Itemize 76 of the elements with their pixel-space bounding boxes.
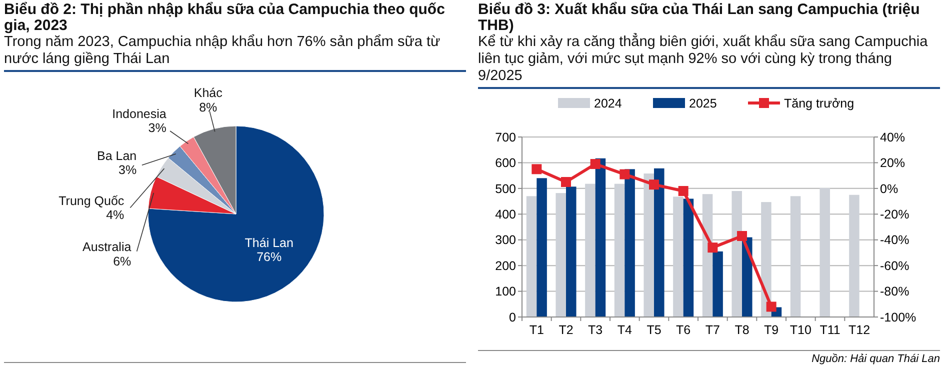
y2-tick-label: 0% (880, 182, 898, 196)
point (620, 169, 630, 180)
bar (566, 186, 576, 317)
y2-tick-label: -40% (880, 233, 910, 248)
slice-label: Indonesia (112, 106, 166, 121)
point (561, 177, 571, 187)
point (737, 231, 747, 241)
legend-label: Tăng trưởng (784, 96, 854, 110)
y2-tick-label: 20% (880, 156, 906, 170)
y-tick-label: 400 (495, 208, 516, 222)
slice-label: Trung Quốc (58, 194, 124, 208)
bar (536, 178, 547, 317)
y-tick-label: 100 (495, 284, 516, 299)
x-tick-label: T6 (676, 323, 691, 337)
slice-label: Thái Lan (244, 236, 294, 250)
y2-tick-label: -20% (880, 208, 910, 222)
y-tick-label: 500 (495, 182, 516, 196)
x-tick-label: T11 (820, 323, 840, 337)
bar (624, 169, 635, 317)
bar (761, 202, 772, 317)
bar (849, 194, 860, 317)
y2-tick-label: 40% (880, 130, 906, 144)
legend-label: 2024 (594, 96, 622, 110)
slice-label: Australia (82, 240, 132, 254)
data-label: 4% (106, 208, 124, 222)
point (590, 159, 600, 169)
x-tick-label: T7 (705, 323, 720, 337)
bar (556, 193, 566, 317)
bar (712, 251, 723, 317)
y2-tick-label: -60% (880, 258, 910, 273)
data-label: 3% (148, 121, 166, 136)
point (708, 242, 718, 253)
y-tick-label: 0 (509, 310, 516, 324)
bar (742, 237, 752, 317)
x-tick-label: T4 (617, 323, 632, 337)
bar (595, 158, 606, 317)
chart-title: Biểu đồ 2: Thị phần nhập khẩu sữa của Campuchia theo quốc gia, 2023 (4, 1, 446, 34)
bar (673, 196, 684, 317)
bar (820, 188, 830, 317)
bar (683, 198, 694, 317)
x-tick-label: T3 (588, 323, 603, 337)
data-label: 6% (113, 254, 132, 268)
x-tick-label: T10 (790, 323, 812, 337)
y-tick-label: 600 (495, 156, 516, 170)
y-tick-label: 700 (495, 130, 516, 144)
data-label: 8% (199, 100, 218, 114)
point (678, 186, 688, 196)
x-tick-label: T1 (529, 323, 544, 337)
bar (732, 191, 742, 317)
bar (585, 184, 596, 317)
x-tick-label: T12 (848, 323, 870, 337)
text: Nguồn: Hải quan Thái Lan (812, 353, 940, 365)
slice-label: Ba Lan (97, 148, 137, 163)
y-tick-label: 200 (495, 258, 516, 273)
legend-label: 2025 (689, 96, 717, 110)
point (532, 164, 542, 174)
bar (790, 196, 801, 317)
x-tick-label: T9 (764, 323, 779, 337)
data-label: 3% (118, 163, 137, 178)
data-label: 76% (256, 250, 282, 264)
bar (614, 184, 625, 317)
bar (654, 168, 664, 317)
bar (526, 196, 537, 317)
chart-subtitle: Trong năm 2023, Campuchia nhập khẩu hơn 76% sản phẩm sữa từ nước láng giềng Thái Lan (4, 34, 466, 72)
x-tick-label: T5 (646, 323, 662, 337)
bar (644, 174, 654, 317)
y2-tick-label: -100% (880, 310, 916, 324)
chart-title: Biểu đồ 3: Xuất khẩu sữa của Thái Lan sang Campuchia (triệu THB) (478, 1, 921, 34)
point (649, 180, 659, 190)
point (766, 302, 776, 312)
y2-tick-label: -80% (880, 284, 910, 299)
x-tick-label: T8 (734, 323, 750, 337)
chart-subtitle: Kể từ khi xảy ra căng thẳng biên giới, xuất khẩu sữa sang Campuchia liên tục giảm, với mức sụt mạnh 92% so với cùng kỳ trong tháng 9/2025 (478, 34, 940, 89)
y-tick-label: 300 (495, 233, 516, 248)
slice-label: Khác (194, 86, 222, 100)
x-tick-label: T2 (558, 323, 574, 337)
